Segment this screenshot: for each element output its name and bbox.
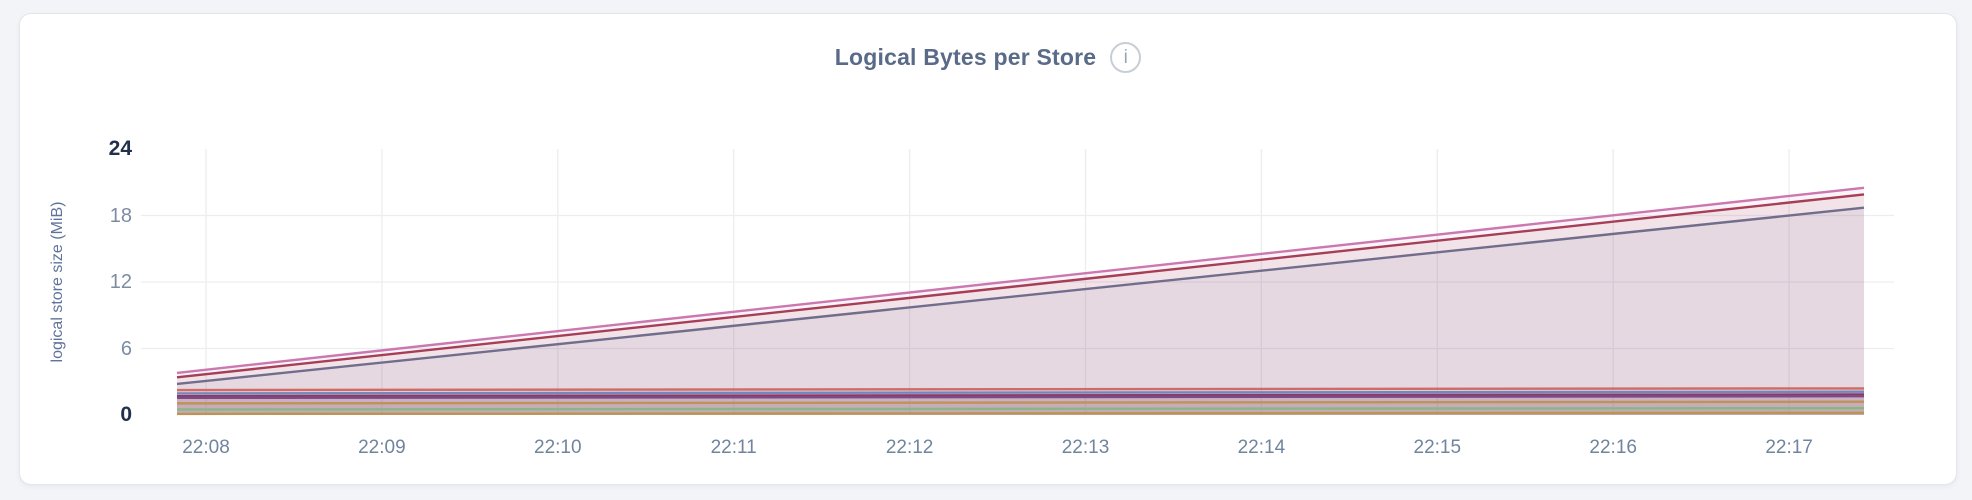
x-tick-label: 22:08 — [182, 437, 230, 458]
series-area — [177, 207, 1864, 415]
x-tick-label: 22:09 — [358, 437, 406, 458]
chart-title: Logical Bytes per Store — [834, 44, 1097, 70]
series-line — [176, 387, 1865, 392]
chart-plot[interactable] — [20, 14, 1956, 484]
series-line — [176, 193, 1865, 379]
y-tick-label: 12 — [109, 271, 132, 293]
y-tick-label: 6 — [120, 337, 132, 360]
series-line — [176, 186, 1865, 375]
x-tick-label: 22:16 — [1589, 437, 1637, 458]
series-line — [176, 390, 1865, 395]
info-icon[interactable]: i — [1110, 42, 1142, 73]
x-tick-label: 22:10 — [534, 437, 582, 458]
chart-card: Logical Bytes per Store i logical store … — [19, 13, 1957, 485]
x-tick-label: 22:17 — [1765, 437, 1813, 458]
series-area — [177, 194, 1864, 415]
x-tick-label: 22:15 — [1413, 437, 1462, 458]
series-area — [177, 187, 1864, 415]
y-tick-label: 24 — [108, 137, 132, 160]
series-line — [176, 406, 1865, 411]
series-line — [176, 206, 1865, 386]
chart-header: Logical Bytes per Store i — [20, 42, 1956, 73]
series-line — [176, 400, 1865, 405]
y-tick-label: 0 — [120, 403, 132, 426]
series-line — [176, 394, 1865, 400]
x-tick-label: 22:13 — [1061, 437, 1110, 458]
series-line — [176, 411, 1865, 416]
x-tick-label: 22:12 — [885, 437, 934, 458]
series-line — [176, 393, 1865, 398]
y-tick-label: 18 — [109, 204, 132, 227]
x-tick-label: 22:11 — [710, 437, 757, 458]
x-tick-label: 22:14 — [1237, 437, 1286, 458]
